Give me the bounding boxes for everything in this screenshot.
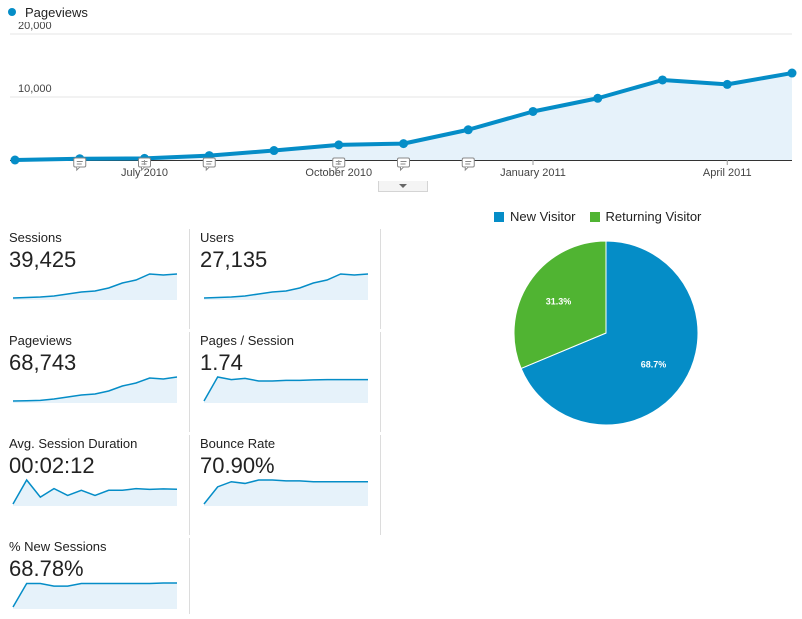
metric-new-sessions[interactable]: % New Sessions 68.78% bbox=[9, 539, 189, 619]
pageviews-line-chart[interactable]: 20,000 10,000 July 2010 October 2010 January… bbox=[0, 22, 802, 182]
x-tick-label: April 2011 bbox=[703, 167, 752, 179]
metric-value: 00:02:12 bbox=[9, 453, 95, 478]
comment-icon[interactable] bbox=[461, 157, 475, 172]
comment-icon-body bbox=[73, 157, 87, 168]
comment-icon-body bbox=[461, 157, 475, 168]
chevron-down-icon bbox=[399, 184, 407, 188]
divider bbox=[189, 332, 190, 432]
metric-avg-session-duration[interactable]: Avg. Session Duration 00:02:12 bbox=[9, 436, 189, 516]
metric-value: 27,135 bbox=[200, 247, 268, 272]
divider bbox=[380, 229, 381, 329]
metric-users[interactable]: Users 27,135 bbox=[200, 230, 380, 310]
divider bbox=[380, 332, 381, 432]
data-point[interactable] bbox=[722, 79, 732, 89]
legend-item-returning-visitor[interactable]: Returning Visitor bbox=[589, 209, 702, 224]
expand-chart-button[interactable] bbox=[378, 181, 428, 192]
sparkline-line bbox=[203, 479, 368, 505]
sparkline bbox=[203, 273, 369, 300]
metric-label: Pageviews bbox=[9, 333, 72, 348]
metric-label: Bounce Rate bbox=[200, 436, 276, 451]
data-point[interactable] bbox=[593, 93, 603, 103]
sparkline-area bbox=[13, 583, 177, 609]
visitor-type-pie-chart[interactable]: 68.7% 31.3% bbox=[510, 240, 710, 430]
legend-label[interactable]: Pageviews bbox=[25, 4, 88, 20]
data-point[interactable] bbox=[528, 106, 538, 116]
sparkline-area bbox=[204, 377, 368, 403]
sparkline-line bbox=[203, 376, 368, 402]
chart-legend: Pageviews bbox=[8, 3, 88, 21]
sparkline-line bbox=[12, 273, 178, 299]
sparkline-area bbox=[13, 377, 177, 403]
metric-pageviews[interactable]: Pageviews 68,743 bbox=[9, 333, 189, 413]
data-point[interactable] bbox=[463, 125, 473, 135]
comment-icon-tail bbox=[400, 166, 404, 172]
metric-value: 1.74 bbox=[200, 350, 243, 375]
metric-label: Users bbox=[200, 230, 234, 245]
divider bbox=[189, 229, 190, 329]
legend-dot-icon bbox=[8, 8, 16, 16]
x-tick-label: January 2011 bbox=[500, 167, 566, 179]
metric-value: 39,425 bbox=[9, 247, 77, 272]
pie-slice-label: 31.3% bbox=[546, 296, 572, 306]
divider bbox=[189, 435, 190, 535]
sparkline-area bbox=[13, 274, 177, 300]
metric-label: Sessions bbox=[9, 230, 62, 245]
metric-label: Pages / Session bbox=[200, 333, 294, 348]
data-point[interactable] bbox=[269, 146, 279, 156]
metric-value: 70.90% bbox=[200, 453, 275, 478]
divider bbox=[189, 538, 190, 614]
sparkline bbox=[12, 376, 178, 403]
sparkline-line bbox=[12, 478, 178, 505]
comment-icon-tail bbox=[464, 166, 469, 172]
metric-label: Avg. Session Duration bbox=[9, 436, 138, 451]
x-tick-label: October 2010 bbox=[305, 167, 372, 179]
comment-icon[interactable] bbox=[397, 157, 410, 172]
x-tick-label: July 2010 bbox=[121, 167, 168, 179]
metric-pages-per-session[interactable]: Pages / Session 1.74 bbox=[200, 333, 380, 413]
comment-icon-tail bbox=[76, 166, 81, 172]
sparkline bbox=[203, 479, 368, 506]
sparkline-line bbox=[12, 376, 178, 402]
sparkline-area bbox=[204, 480, 368, 506]
legend-item-label: New Visitor bbox=[510, 209, 576, 224]
metric-value: 68,743 bbox=[9, 350, 77, 375]
legend-item-new-visitor[interactable]: New Visitor bbox=[494, 209, 576, 224]
y-tick-label: 20,000 bbox=[18, 22, 52, 32]
pie-slice-new-visitor[interactable] bbox=[520, 240, 699, 426]
sparkline-line bbox=[203, 273, 369, 299]
comment-icon-body bbox=[202, 157, 216, 168]
sparkline-area bbox=[13, 480, 177, 506]
pie-slice-label: 68.7% bbox=[641, 360, 667, 370]
sparkline bbox=[12, 478, 178, 506]
data-point[interactable] bbox=[787, 68, 797, 78]
y-tick-label: 10,000 bbox=[18, 83, 52, 95]
comment-icon[interactable] bbox=[73, 157, 87, 172]
sparkline-line bbox=[12, 582, 177, 608]
data-point[interactable] bbox=[399, 139, 408, 149]
metric-sessions[interactable]: Sessions 39,425 bbox=[9, 230, 189, 310]
comment-icon-tail bbox=[335, 166, 340, 172]
pie-legend: New Visitor Returning Visitor bbox=[494, 209, 715, 224]
comment-icon-tail bbox=[141, 166, 145, 172]
comment-icon-tail bbox=[205, 166, 210, 172]
data-point[interactable] bbox=[334, 140, 344, 150]
sparkline bbox=[12, 273, 178, 300]
comment-icon-body bbox=[397, 157, 410, 168]
sparkline bbox=[203, 376, 368, 403]
metric-bounce-rate[interactable]: Bounce Rate 70.90% bbox=[200, 436, 380, 516]
data-point[interactable] bbox=[658, 75, 667, 85]
metric-value: 68.78% bbox=[9, 556, 84, 581]
pie-slice-returning-visitor[interactable] bbox=[513, 240, 607, 370]
sparkline-area bbox=[204, 274, 368, 300]
data-point[interactable] bbox=[10, 155, 20, 165]
metric-label: % New Sessions bbox=[9, 539, 107, 554]
divider bbox=[380, 435, 381, 535]
legend-swatch-icon bbox=[494, 211, 504, 222]
legend-item-label: Returning Visitor bbox=[605, 209, 702, 224]
area-fill bbox=[15, 73, 792, 160]
legend-swatch-icon bbox=[589, 211, 600, 222]
comment-icon[interactable] bbox=[202, 157, 216, 172]
sparkline bbox=[12, 582, 177, 609]
